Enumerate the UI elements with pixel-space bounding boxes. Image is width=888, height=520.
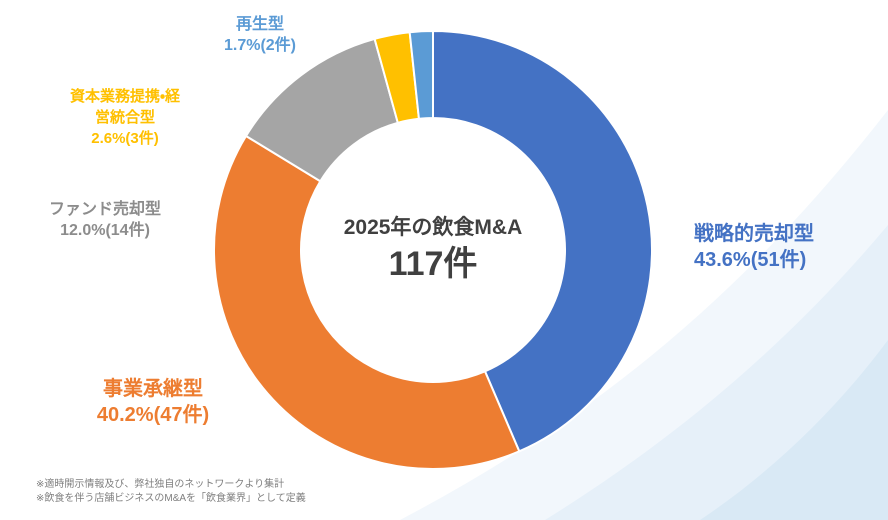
donut-center-label: 2025年の飲食M&A 117件	[283, 215, 583, 286]
footnote-line: ※適時開示情報及び、弊社独自のネットワークより集計	[36, 479, 285, 490]
callout-value: 1.7%(2件)	[223, 37, 297, 55]
callout-capital-alliance: 資本業務提携・経 営統合型 2.6%(3件)	[30, 86, 220, 149]
callout-label: 営統合型	[94, 109, 155, 126]
footnotes: ※適時開示情報及び、弊社独自のネットワークより集計 ※飲食を伴う店舗ビジネスのM…	[36, 478, 306, 506]
callout-fund-sale: ファンド売却型 12.0%(14件)	[15, 199, 195, 241]
chart-title: 2025年の飲食M&A	[343, 216, 523, 239]
donut-segment-5	[408, 30, 434, 120]
callout-label: 資本業務提携・経	[69, 88, 181, 105]
chart-total-count: 117件	[388, 245, 478, 284]
donut-segment-2	[213, 134, 521, 470]
callout-value: 40.2%(47件)	[96, 404, 210, 427]
callout-business-succession: 事業承継型 40.2%(47件)	[28, 376, 278, 429]
footnote-line: ※飲食を伴う店舗ビジネスのM&Aを「飲食業界」として定義	[36, 493, 306, 504]
swoosh-band-inner	[700, 340, 888, 520]
callout-revitalization: 再生型 1.7%(2件)	[180, 14, 340, 56]
callout-value: 2.6%(3件)	[91, 130, 159, 147]
callout-value: 43.6%(51件)	[694, 249, 807, 272]
callout-label: 事業承継型	[103, 378, 203, 400]
callout-value: 12.0%(14件)	[60, 222, 150, 240]
callout-label: 戦略的売却型	[694, 223, 814, 245]
callout-label: ファンド売却型	[48, 201, 161, 218]
callout-strategic-sale: 戦略的売却型 43.6%(51件)	[694, 221, 814, 274]
donut-segment-1	[432, 30, 653, 453]
callout-label: 再生型	[235, 16, 284, 33]
